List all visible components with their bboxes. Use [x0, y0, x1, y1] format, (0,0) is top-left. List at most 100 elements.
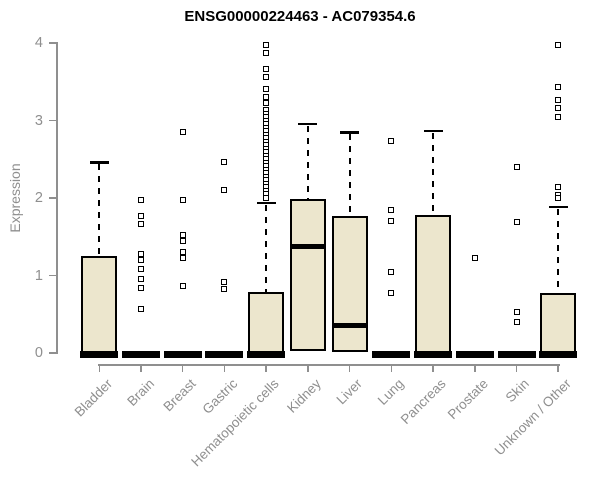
whisker-cap-pancreas [423, 129, 443, 133]
outlier-point [179, 255, 186, 262]
whisker-cap-liver [340, 131, 360, 134]
box-bladder [81, 256, 118, 353]
outlier-point [263, 94, 270, 101]
y-tick [49, 197, 57, 199]
outlier-point [555, 105, 562, 112]
outlier-point [138, 265, 145, 272]
x-axis-label-bladder: Bladder [71, 376, 115, 420]
outlier-point [179, 249, 186, 256]
outlier-point [221, 159, 228, 166]
median-brain [122, 350, 161, 358]
outlier-point [555, 195, 562, 201]
x-axis-label-prostate: Prostate [444, 376, 491, 423]
x-tick [223, 365, 226, 372]
y-tick [49, 42, 57, 44]
whisker-bladder [98, 164, 101, 257]
y-tick-label-2: 2 [34, 190, 43, 206]
x-axis-label-skin: Skin [502, 376, 533, 406]
y-tick [49, 119, 57, 122]
x-tick [348, 365, 351, 372]
outlier-point [179, 237, 186, 244]
y-tick-label-4: 4 [34, 35, 43, 51]
x-axis-label-breast: Breast [160, 376, 199, 415]
y-tick [49, 274, 57, 277]
y-tick-label-1: 1 [34, 267, 43, 284]
median-prostate [455, 350, 494, 358]
x-axis-label-pancreas: Pancreas [397, 376, 449, 427]
y-tick-label-3: 3 [34, 112, 43, 129]
outlier-point [263, 100, 270, 107]
box-unknown-other [540, 293, 577, 353]
outlier-point [513, 164, 520, 170]
outlier-point [263, 85, 270, 92]
x-tick [140, 365, 142, 372]
median-pancreas [414, 350, 453, 358]
outlier-point [138, 305, 145, 312]
outlier-point [555, 184, 562, 191]
x-tick [390, 365, 393, 372]
outlier-point [138, 284, 145, 291]
x-axis-label-liver: Liver [333, 376, 366, 408]
x-tick [265, 365, 267, 372]
outlier-point [471, 255, 478, 262]
outlier-point [388, 268, 395, 275]
x-tick [307, 365, 309, 372]
outlier-point [263, 74, 270, 81]
outlier-point [179, 282, 186, 289]
median-lung [372, 350, 411, 358]
outlier-point [555, 97, 562, 104]
median-liver [331, 322, 368, 328]
box-kidney [289, 198, 326, 351]
x-tick [432, 365, 434, 372]
outlier-point [263, 42, 270, 49]
outlier-point [555, 114, 562, 121]
outlier-point [555, 42, 562, 49]
whisker-cap-hematopoietic-cells [256, 201, 276, 205]
y-tick-label-0: 0 [34, 345, 43, 361]
outlier-point [138, 257, 145, 263]
chart-title: ENSG00000224463 - AC079354.6 [184, 8, 416, 25]
outlier-point [513, 219, 520, 226]
outlier-point [263, 195, 270, 201]
box-liver [331, 215, 368, 353]
median-gastric [205, 350, 244, 358]
y-tick [49, 352, 57, 354]
outlier-point [388, 290, 395, 297]
outlier-point [513, 308, 520, 315]
x-axis-label-unknown-other: Unknown / Other [491, 376, 574, 459]
outlier-point [221, 187, 228, 194]
whisker-hematopoietic-cells [265, 204, 268, 292]
x-tick [181, 365, 184, 372]
median-breast [163, 350, 202, 358]
x-tick [98, 365, 101, 372]
outlier-point [138, 220, 145, 227]
outlier-point [138, 197, 145, 204]
median-hematopoietic-cells [247, 350, 286, 358]
median-unknown-other [539, 350, 578, 358]
outlier-point [388, 218, 395, 225]
outlier-point [263, 65, 270, 72]
x-tick [474, 365, 476, 372]
outlier-point [138, 275, 145, 282]
outlier-point [179, 129, 186, 136]
median-bladder [80, 350, 119, 358]
whisker-kidney [306, 125, 309, 199]
outlier-point [138, 212, 145, 219]
whisker-cap-kidney [298, 122, 318, 126]
whisker-pancreas [432, 132, 435, 216]
outlier-point [513, 319, 520, 325]
x-axis-label-gastric: Gastric [199, 376, 241, 417]
outlier-point [263, 50, 270, 57]
median-kidney [289, 244, 326, 250]
outlier-point [138, 250, 145, 257]
outlier-point [555, 84, 562, 91]
x-axis-label-brain: Brain [123, 376, 157, 409]
box-pancreas [415, 215, 452, 353]
x-axis-label-lung: Lung [375, 376, 407, 408]
whisker-cap-unknown-other [548, 205, 568, 209]
outlier-point [179, 197, 186, 204]
outlier-point [388, 138, 395, 145]
whisker-unknown-other [557, 208, 560, 294]
